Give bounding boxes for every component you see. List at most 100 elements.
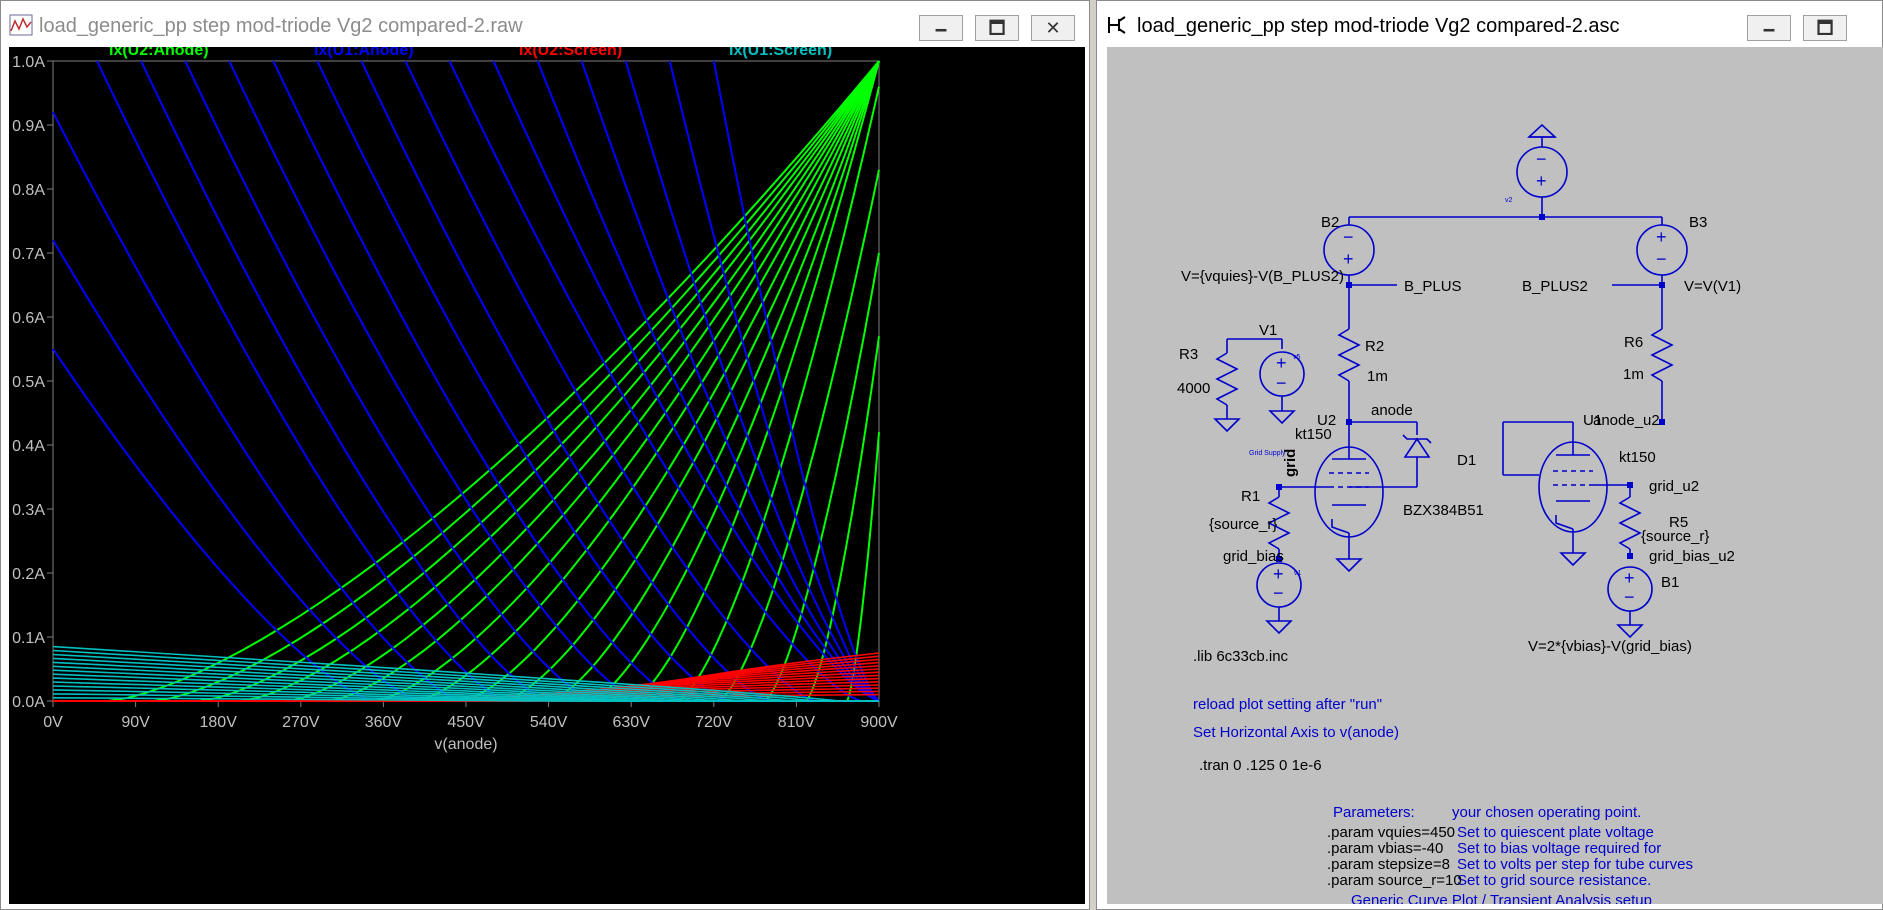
label-r6: R6 (1624, 334, 1643, 351)
u1-anode-curve (52, 111, 462, 702)
u1-anode-curve (272, 60, 683, 702)
close-button[interactable]: ✕ (1031, 15, 1075, 41)
schematic-titlebar[interactable]: load_generic_pp step mod-triode Vg2 comp… (1097, 1, 1882, 49)
u1-screen-curve (52, 665, 879, 702)
schematic-drawing[interactable]: −+ −+ +− +− +− +− B2 (1107, 47, 1883, 909)
label-r3-value: 4000 (1177, 380, 1210, 397)
label-b1-value: V=2*{vbias}-V(grid_bias) (1528, 638, 1692, 655)
schematic-minimize-button[interactable]: 🗕 (1747, 15, 1791, 41)
u2-anode-curve (548, 60, 880, 702)
label-kt150-u2: kt150 (1295, 426, 1332, 443)
label-r3: R3 (1179, 346, 1198, 363)
x-tick-label: 630V (613, 714, 651, 731)
schematic-window: load_generic_pp step mod-triode Vg2 comp… (1096, 0, 1883, 910)
label-r2-value: 1m (1367, 368, 1388, 385)
x-tick-label: 720V (695, 714, 733, 731)
u2-anode-curve (199, 60, 880, 702)
legend-entry: Ix(U2:Screen) (519, 47, 622, 59)
label-net-bplus2: B_PLUS2 (1522, 278, 1588, 295)
u1-screen-curve (52, 685, 879, 702)
y-tick-label: 0.1A (12, 630, 45, 647)
u1-anode-curve (140, 60, 549, 702)
u1-anode-curve (184, 60, 595, 702)
y-tick-label: 0.6A (12, 310, 45, 327)
u1-anode-curve (360, 60, 770, 702)
plot-pane[interactable]: 0.0A 0.1A 0.2A 0.3A 0.4A 0.5A 0.6A 0.7A 0.8A 0.9A… (9, 42, 1085, 904)
x-axis-label: v(anode) (434, 736, 497, 753)
u2-anode-curve (502, 60, 880, 702)
label-v1-top: V1 (1259, 322, 1277, 339)
u2-anode-curve (153, 60, 880, 702)
u2-anode-curve (240, 60, 880, 702)
x-tick-label: 270V (282, 714, 320, 731)
u1-screen-curve (52, 657, 879, 702)
comment-horizontal-axis: Set Horizontal Axis to v(anode) (1193, 724, 1399, 741)
y-tick-label: 1.0A (12, 54, 45, 71)
u2-anode-curve (804, 336, 880, 702)
svg-text:−: − (1343, 227, 1354, 247)
x-tick-label: 180V (200, 714, 238, 731)
x-tick-label: 810V (778, 714, 816, 731)
svg-text:−: − (1273, 583, 1284, 603)
label-d1: D1 (1457, 452, 1476, 469)
u1-screen-curve (52, 689, 879, 702)
label-b2: B2 (1321, 214, 1339, 231)
waveform-titlebar[interactable]: load_generic_pp step mod-triode Vg2 comp… (1, 1, 1089, 49)
maximize-button[interactable]: 🗖 (975, 15, 1019, 41)
label-net-grid: grid (1282, 449, 1299, 477)
u2-anode-curve (107, 60, 880, 702)
param-desc-1: Set to quiescent plate voltage (1457, 824, 1654, 841)
u1-screen-curve (52, 661, 879, 702)
waveform-app-icon (9, 14, 33, 36)
schematic-maximize-button[interactable]: 🗖 (1803, 15, 1847, 41)
y-tick-label: 0.3A (12, 502, 45, 519)
label-net-anode-u2: anode_u2 (1593, 412, 1660, 429)
u1-anode-curve (624, 60, 880, 702)
u2-screen-curve (53, 652, 880, 702)
u2-anode-curve (717, 169, 880, 702)
footer-text: Generic Curve Plot / Transient Analysis … (1351, 892, 1652, 904)
param-3: .param stepsize=8 (1327, 856, 1450, 873)
svg-text:−: − (1656, 249, 1667, 269)
label-b3-value: V=V(V1) (1684, 278, 1741, 295)
x-tick-label: 900V (860, 714, 898, 731)
label-kt150-u1: kt150 (1619, 449, 1656, 466)
waveform-title: load_generic_pp step mod-triode Vg2 comp… (39, 15, 523, 37)
schematic-canvas[interactable]: − + − + + − + − + − + − B2 (1107, 47, 1883, 909)
legend-entry: Ix(U2:Anode) (109, 47, 209, 59)
param-2: .param vbias=-40 (1327, 840, 1443, 857)
u1-screen-curve (52, 697, 879, 702)
label-v5-small: v5 (1293, 354, 1301, 361)
comment-reload: reload plot setting after "run" (1193, 696, 1382, 713)
u1-screen-curve (52, 649, 879, 702)
waveform-chart[interactable]: 0.0A 0.1A 0.2A 0.3A 0.4A 0.5A 0.6A 0.7A 0.8A 0.9A… (9, 42, 1085, 904)
y-tick-label: 0.7A (12, 246, 45, 263)
label-u1: U1 (1583, 412, 1602, 429)
label-d1-value: BZX384B51 (1403, 502, 1484, 519)
label-net-anode: anode (1371, 402, 1413, 419)
u1-anode-curve (492, 60, 880, 702)
u1-anode-curve (96, 60, 508, 702)
u1-anode-curve (316, 60, 728, 702)
waveform-window: load_generic_pp step mod-triode Vg2 comp… (0, 0, 1090, 910)
y-tick-label: 0.9A (12, 118, 45, 135)
u1-anode-curve (52, 239, 421, 702)
u2-anode-curve (461, 60, 880, 702)
label-grid-supply: Grid Supply (1249, 450, 1286, 457)
param-desc-2: Set to bias voltage required for (1457, 840, 1661, 857)
y-tick-label: 0.8A (12, 182, 45, 199)
label-net-bplus: B_PLUS (1404, 278, 1462, 295)
u2-anode-curve (630, 60, 880, 702)
u1-anode-curve (712, 60, 880, 702)
u1-screen-curve (52, 669, 879, 702)
label-r2: R2 (1365, 338, 1384, 355)
label-v2-small: v2 (1505, 197, 1513, 204)
x-tick-label: 450V (447, 714, 485, 731)
x-tick-label: 90V (121, 714, 150, 731)
minimize-button[interactable]: 🗕 (919, 15, 963, 41)
label-b2-value: V={vquies}-V(B_PLUS2) (1181, 268, 1344, 285)
label-tran: .tran 0 .125 0 1e-6 (1199, 757, 1322, 774)
u2-anode-curve (328, 60, 880, 702)
label-net-grid-bias-u2: grid_bias_u2 (1649, 548, 1735, 565)
x-tick-label: 540V (530, 714, 568, 731)
